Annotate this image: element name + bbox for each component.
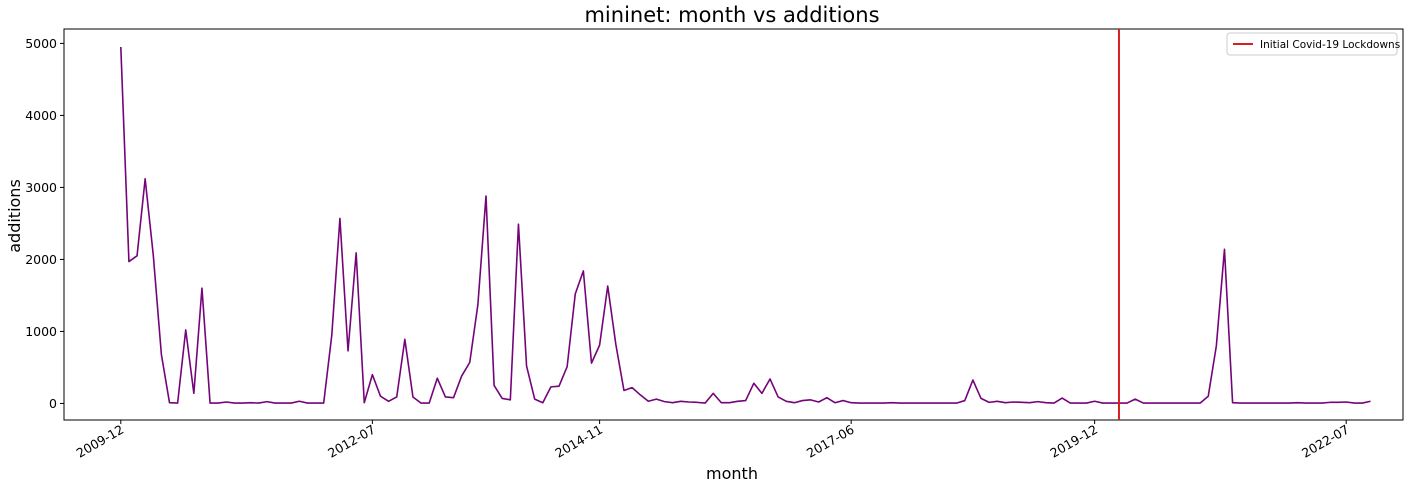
y-tick-label: 5000 — [25, 36, 57, 51]
x-tick-label: 2017-06 — [804, 422, 857, 461]
x-tick-label: 2012-07 — [325, 422, 378, 461]
y-tick-label: 1000 — [25, 324, 57, 339]
chart-title: mininet: month vs additions — [584, 3, 879, 27]
x-tick-label: 2014-11 — [552, 422, 605, 461]
legend: Initial Covid-19 Lockdowns — [1226, 32, 1400, 56]
y-tick-label: 2000 — [25, 252, 57, 267]
y-tick-label: 4000 — [25, 108, 57, 123]
x-tick-label: 2009-12 — [74, 422, 127, 461]
plot-area: 0 1000 2000 3000 4000 5000 2009-12 2012-07 2014-… — [25, 28, 1404, 461]
y-tick-label: 3000 — [25, 180, 57, 195]
series-line — [120, 46, 1371, 404]
legend-label: Initial Covid-19 Lockdowns — [1260, 39, 1400, 51]
legend-box — [1226, 32, 1398, 56]
y-tick-label: 0 — [49, 396, 57, 411]
x-axis-label: month — [706, 464, 758, 483]
plot-frame — [63, 28, 1404, 421]
y-axis-label: additions — [5, 179, 24, 253]
x-tick-label: 2019-12 — [1047, 422, 1100, 461]
x-tick-label: 2022-07 — [1299, 422, 1352, 461]
